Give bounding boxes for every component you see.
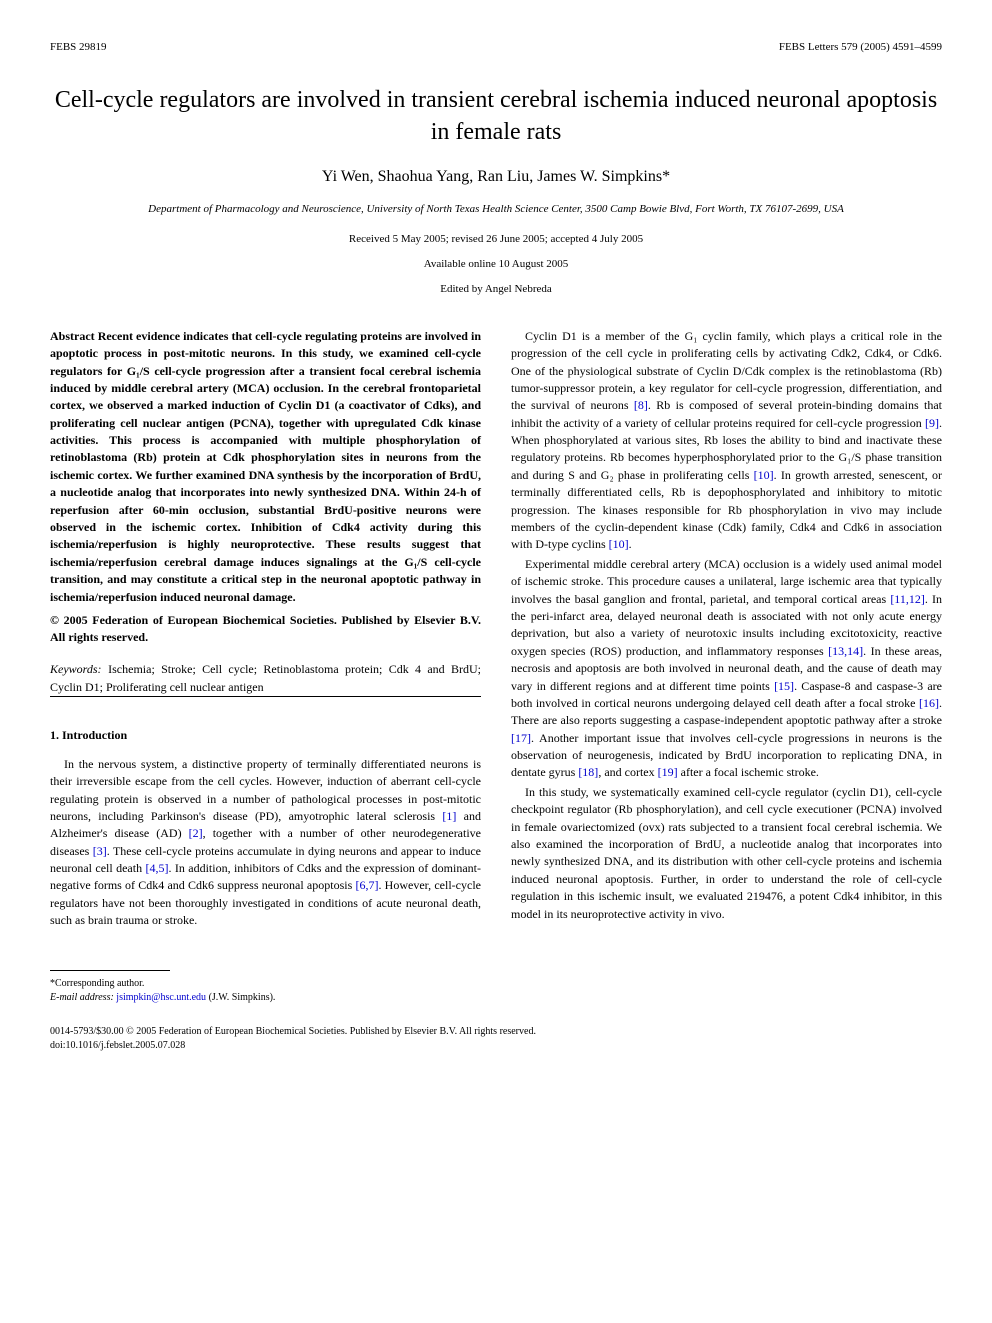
ref-link[interactable]: [8] (634, 398, 648, 412)
article-title: Cell-cycle regulators are involved in tr… (50, 85, 942, 147)
ref-link[interactable]: [3] (93, 844, 107, 858)
section-1-head: 1. Introduction (50, 727, 481, 744)
col2-para-2: Experimental middle cerebral artery (MCA… (511, 556, 942, 782)
abstract: Abstract Recent evidence indicates that … (50, 328, 481, 606)
col2-para-1: Cyclin D1 is a member of the G₁ cyclin f… (511, 328, 942, 554)
divider (50, 696, 481, 697)
ref-link[interactable]: [15] (774, 679, 794, 693)
ref-link[interactable]: [11,12] (890, 592, 925, 606)
bottom-bar: 0014-5793/$30.00 © 2005 Federation of Eu… (50, 1025, 942, 1053)
col2-para-3: In this study, we systematically examine… (511, 784, 942, 923)
ref-link[interactable]: [19] (658, 765, 678, 779)
email-link[interactable]: jsimpkin@hsc.unt.edu (116, 992, 206, 1003)
keywords-label: Keywords: (50, 662, 102, 676)
abstract-copyright: © 2005 Federation of European Biochemica… (50, 612, 481, 646)
ref-link[interactable]: [6,7] (355, 878, 378, 892)
header-row: FEBS 29819 FEBS Letters 579 (2005) 4591–… (50, 40, 942, 55)
ref-link[interactable]: [18] (578, 765, 598, 779)
footnote-corresponding: *Corresponding author. (50, 977, 942, 991)
dates: Received 5 May 2005; revised 26 June 200… (50, 232, 942, 247)
ref-link[interactable]: [9] (925, 416, 939, 430)
ref-link[interactable]: [4,5] (145, 861, 168, 875)
footnote-email: E-mail address: jsimpkin@hsc.unt.edu (J.… (50, 991, 942, 1005)
ref-link[interactable]: [13,14] (828, 644, 863, 658)
ref-link[interactable]: [2] (189, 826, 203, 840)
ref-link[interactable]: [17] (511, 731, 531, 745)
header-right: FEBS Letters 579 (2005) 4591–4599 (779, 40, 942, 55)
editor: Edited by Angel Nebreda (50, 282, 942, 297)
intro-para-1: In the nervous system, a distinctive pro… (50, 756, 481, 930)
available-online: Available online 10 August 2005 (50, 257, 942, 272)
authors: Yi Wen, Shaohua Yang, Ran Liu, James W. … (50, 166, 942, 188)
ref-link[interactable]: [1] (442, 809, 456, 823)
keywords-text: Ischemia; Stroke; Cell cycle; Retinoblas… (50, 662, 481, 694)
affiliation: Department of Pharmacology and Neuroscie… (50, 202, 942, 217)
ref-link[interactable]: [10] (754, 468, 774, 482)
ref-link[interactable]: [16] (919, 696, 939, 710)
body-columns: Abstract Recent evidence indicates that … (50, 328, 942, 930)
bottom-doi: doi:10.1016/j.febslet.2005.07.028 (50, 1039, 942, 1053)
keywords: Keywords: Ischemia; Stroke; Cell cycle; … (50, 660, 481, 696)
ref-link[interactable]: [10] (609, 537, 629, 551)
footnote-divider (50, 970, 170, 971)
header-left: FEBS 29819 (50, 40, 107, 55)
bottom-copyright: 0014-5793/$30.00 © 2005 Federation of Eu… (50, 1025, 942, 1039)
